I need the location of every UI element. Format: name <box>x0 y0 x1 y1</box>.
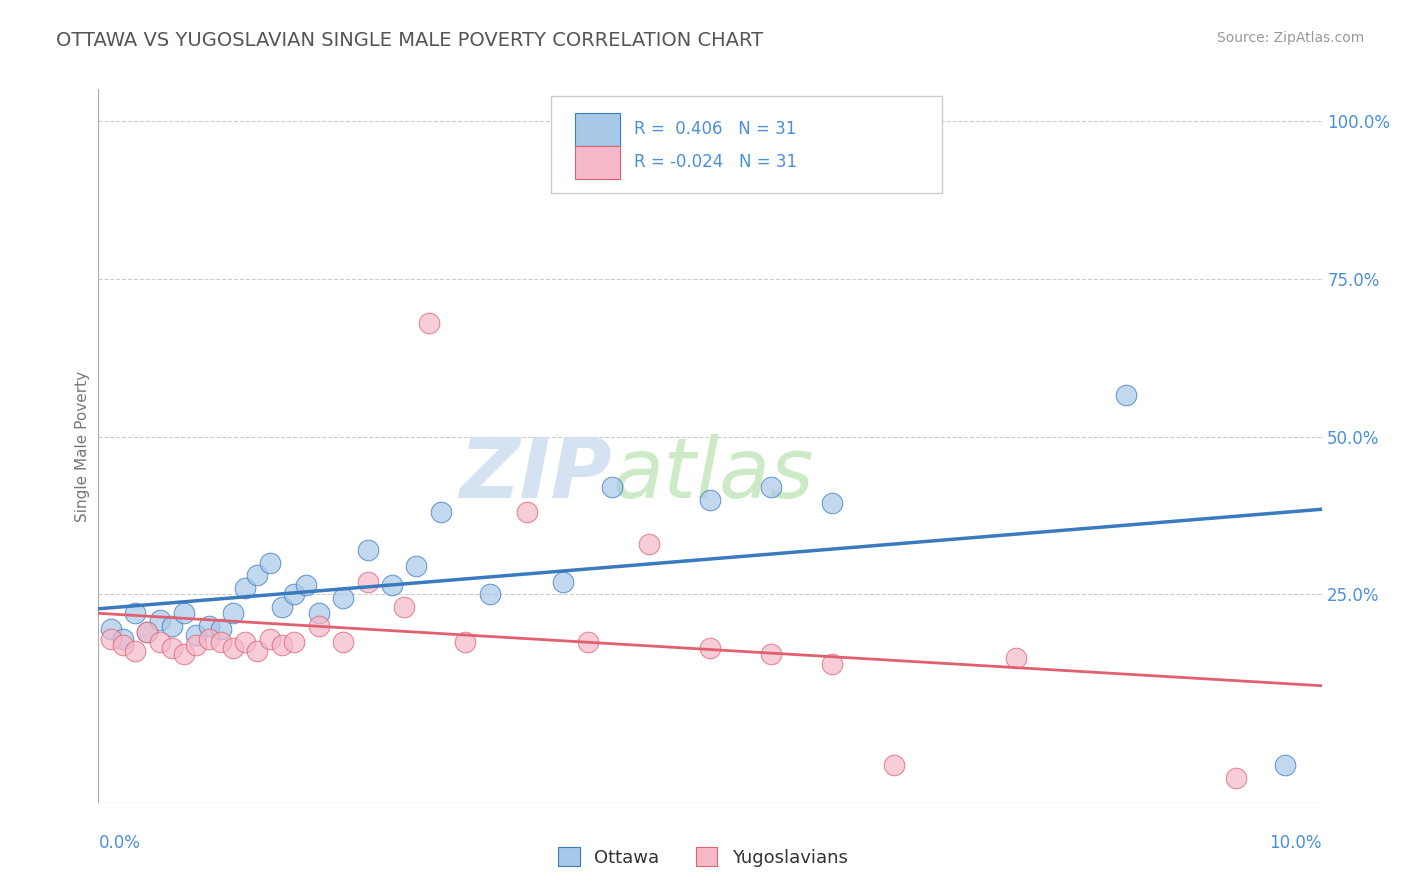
Y-axis label: Single Male Poverty: Single Male Poverty <box>75 370 90 522</box>
Point <box>821 496 844 510</box>
Text: Source: ZipAtlas.com: Source: ZipAtlas.com <box>1216 31 1364 45</box>
Point <box>516 505 538 519</box>
Point <box>600 480 623 494</box>
Point <box>308 607 330 621</box>
Point <box>356 543 378 558</box>
Point <box>270 600 292 615</box>
Point <box>136 625 159 640</box>
Point <box>478 587 501 601</box>
FancyBboxPatch shape <box>551 96 942 193</box>
Text: R =  0.406   N = 31: R = 0.406 N = 31 <box>634 120 797 138</box>
Text: 0.0%: 0.0% <box>98 834 141 852</box>
Point <box>1004 650 1026 665</box>
Point <box>186 628 208 642</box>
Point <box>430 505 453 519</box>
Point <box>197 619 219 633</box>
Point <box>381 578 404 592</box>
Point <box>283 634 305 648</box>
Point <box>295 578 318 592</box>
Point <box>637 537 661 551</box>
Text: OTTAWA VS YUGOSLAVIAN SINGLE MALE POVERTY CORRELATION CHART: OTTAWA VS YUGOSLAVIAN SINGLE MALE POVERT… <box>56 31 763 50</box>
Point <box>283 587 305 601</box>
Point <box>124 644 146 658</box>
FancyBboxPatch shape <box>575 146 620 179</box>
Point <box>308 619 330 633</box>
Point <box>111 632 134 646</box>
Point <box>246 568 269 582</box>
Text: R = -0.024   N = 31: R = -0.024 N = 31 <box>634 153 797 171</box>
Point <box>197 632 219 646</box>
Point <box>111 638 134 652</box>
Point <box>246 644 269 658</box>
Point <box>186 638 208 652</box>
Text: atlas: atlas <box>612 434 814 515</box>
Point <box>270 638 292 652</box>
Point <box>405 559 427 574</box>
Point <box>173 607 195 621</box>
Point <box>576 634 599 648</box>
Point <box>209 634 232 648</box>
Point <box>160 619 183 633</box>
Point <box>1225 771 1247 785</box>
Point <box>356 574 378 589</box>
Point <box>173 648 195 662</box>
Point <box>259 632 281 646</box>
Point <box>222 607 245 621</box>
Point <box>233 581 256 595</box>
Point <box>759 648 782 662</box>
Point <box>454 634 477 648</box>
Point <box>136 625 159 640</box>
FancyBboxPatch shape <box>575 113 620 146</box>
Point <box>259 556 281 570</box>
Legend: Ottawa, Yugoslavians: Ottawa, Yugoslavians <box>551 840 855 874</box>
Point <box>149 634 172 648</box>
Point <box>821 657 844 671</box>
Point <box>209 622 232 636</box>
Point <box>883 758 905 772</box>
Point <box>124 607 146 621</box>
Point <box>418 316 440 330</box>
Text: ZIP: ZIP <box>460 434 612 515</box>
Point <box>100 622 122 636</box>
Point <box>553 574 575 589</box>
Point <box>759 480 782 494</box>
Point <box>222 641 245 656</box>
Point <box>332 591 354 605</box>
Point <box>1274 758 1296 772</box>
Point <box>100 632 122 646</box>
Text: 10.0%: 10.0% <box>1270 834 1322 852</box>
Point <box>699 492 721 507</box>
Point <box>149 613 172 627</box>
Point <box>1115 388 1137 402</box>
Point <box>160 641 183 656</box>
Point <box>392 600 416 615</box>
Point <box>332 634 354 648</box>
Point <box>699 641 721 656</box>
Point <box>233 634 256 648</box>
